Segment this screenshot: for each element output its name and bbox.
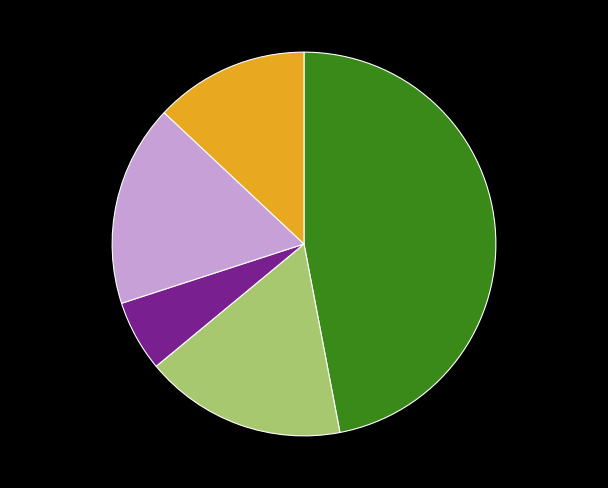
Wedge shape (156, 244, 340, 436)
Wedge shape (122, 244, 304, 366)
Wedge shape (112, 113, 304, 303)
Wedge shape (164, 52, 304, 244)
Wedge shape (304, 52, 496, 432)
